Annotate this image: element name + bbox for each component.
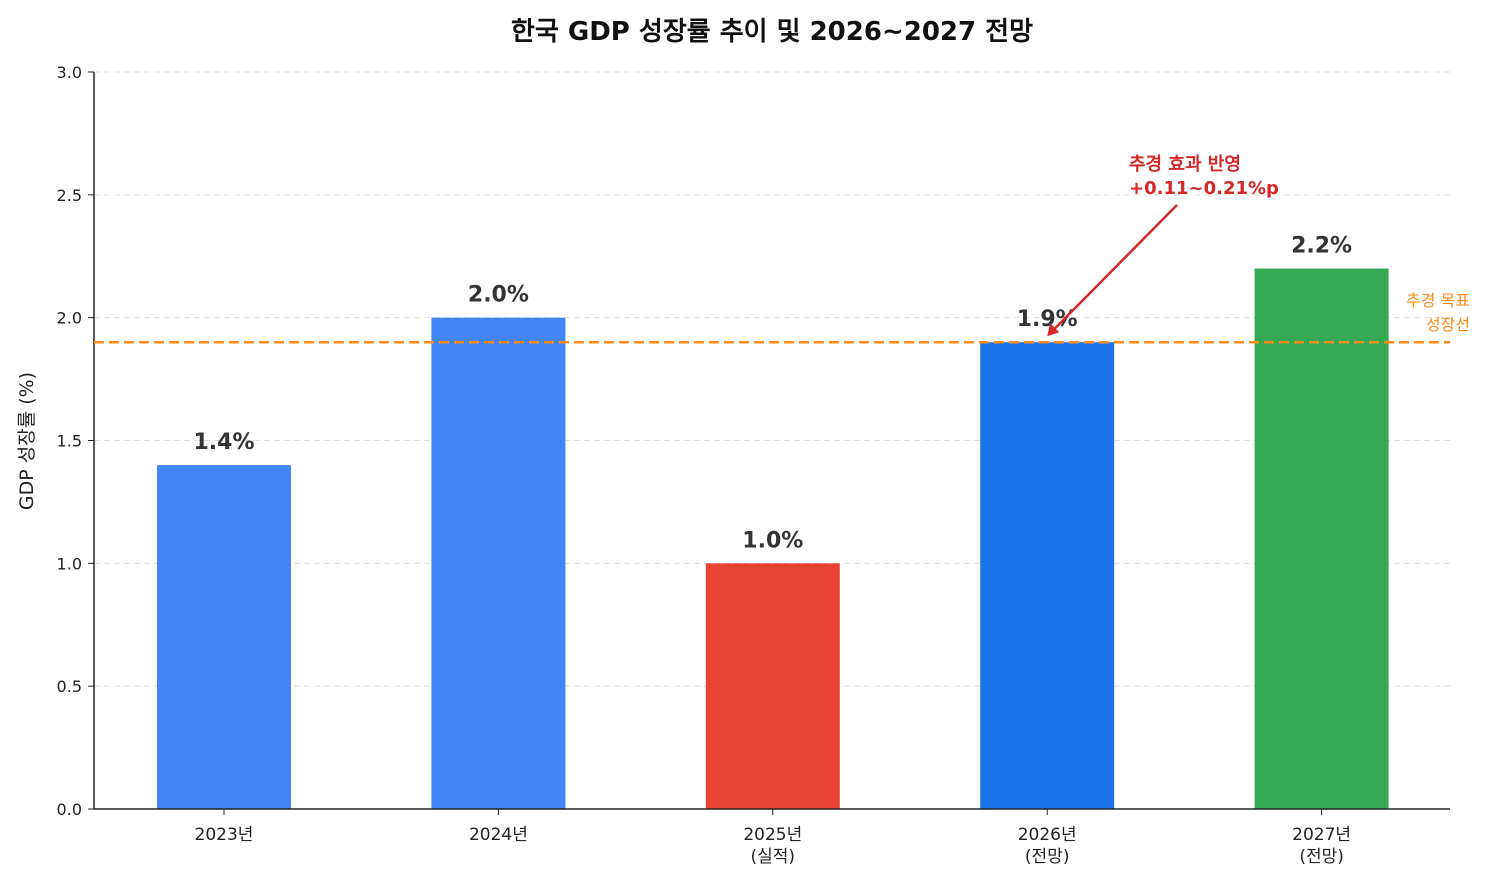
x-tick-label: (전망): [1025, 847, 1070, 867]
bar: [157, 465, 291, 809]
y-tick-label: 1.5: [57, 432, 82, 451]
annotation-arrow: [1049, 204, 1178, 335]
y-tick-label: 0.0: [57, 800, 82, 819]
y-tick-label: 3.0: [57, 63, 82, 82]
x-tick-label: (전망): [1299, 847, 1344, 867]
annotation-text: 추경 효과 반영: [1129, 154, 1241, 175]
x-tick-label: 2023년: [195, 825, 254, 845]
data-label: 2.0%: [468, 283, 529, 308]
bar: [431, 317, 566, 809]
y-tick-label: 2.0: [57, 309, 82, 328]
annotation-arrowhead: [1047, 323, 1060, 337]
data-label: 1.0%: [742, 528, 803, 553]
bar: [1254, 268, 1389, 809]
y-tick-label: 0.5: [57, 677, 82, 696]
chart-title: 한국 GDP 성장률 추이 및 2026~2027 전망: [511, 17, 1033, 47]
x-tick-label: 2025년: [743, 825, 802, 845]
x-tick-label: 2026년: [1018, 825, 1077, 845]
data-label: 2.2%: [1291, 234, 1352, 259]
data-label: 1.4%: [193, 430, 254, 455]
y-tick-label: 1.0: [57, 554, 82, 573]
y-axis-label: GDP 성장률 (%): [16, 372, 38, 510]
x-tick-label: 2027년: [1292, 825, 1351, 845]
bar: [980, 342, 1115, 809]
bar: [705, 563, 840, 809]
reference-line-label: 성장선: [1426, 315, 1470, 334]
reference-line-label: 추경 목표: [1406, 291, 1470, 310]
y-tick-label: 2.5: [57, 186, 82, 205]
data-label: 1.9%: [1017, 307, 1078, 332]
annotation-text: +0.11~0.21%p: [1129, 178, 1279, 199]
x-tick-label: (실적): [751, 847, 796, 867]
x-tick-label: 2024년: [469, 825, 528, 845]
